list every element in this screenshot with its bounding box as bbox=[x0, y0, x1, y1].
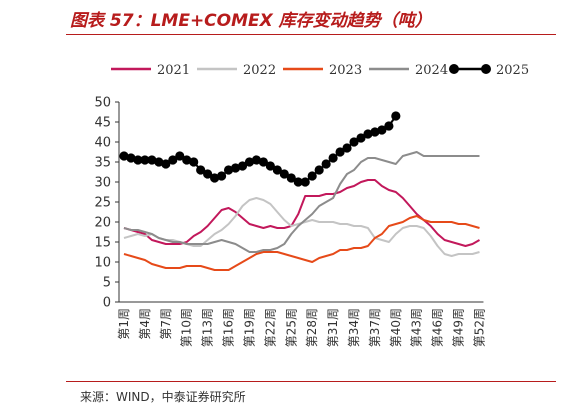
x-tick-label: 第37周 bbox=[368, 308, 382, 347]
y-tick-label: 5 bbox=[103, 276, 111, 291]
x-tick-label: 第52周 bbox=[472, 308, 486, 347]
series-point-2025 bbox=[377, 125, 387, 135]
line-chart: 2021 2022 2023 2024 2025 0510152025303540455… bbox=[94, 63, 529, 347]
series-point-2025 bbox=[342, 143, 352, 153]
series-point-2025 bbox=[328, 153, 338, 163]
series-point-2025 bbox=[168, 155, 178, 165]
series-point-2025 bbox=[391, 111, 401, 121]
legend-marker-2025 bbox=[481, 64, 491, 74]
series-point-2025 bbox=[335, 147, 345, 157]
series-point-2025 bbox=[133, 155, 143, 165]
legend: 2021 2022 2023 2024 2025 bbox=[111, 63, 529, 78]
series-line-2023 bbox=[123, 215, 480, 271]
series-point-2025 bbox=[140, 155, 150, 165]
y-tick-label: 0 bbox=[103, 296, 111, 311]
series-point-2025 bbox=[272, 165, 282, 175]
y-tick-label: 25 bbox=[94, 196, 111, 211]
y-tick-label: 20 bbox=[94, 216, 111, 231]
series-line-2024 bbox=[123, 151, 480, 253]
x-tick-label: 第4周 bbox=[138, 308, 152, 340]
legend-label-2022: 2022 bbox=[243, 63, 276, 78]
y-axis: 0 5 10 15 20 25 30 35 40 45 50 bbox=[94, 96, 120, 311]
legend-label-2025: 2025 bbox=[496, 63, 529, 78]
title-divider bbox=[66, 34, 556, 35]
series-point-2025 bbox=[119, 151, 129, 161]
x-tick-label: 第49周 bbox=[452, 308, 466, 347]
x-axis: 第1周 第4周 第7周 第10周 第13周 第16周 第19周 第22周 第25周 第28周 第31… bbox=[117, 301, 486, 347]
series-point-2025 bbox=[356, 133, 366, 143]
y-tick-label: 45 bbox=[94, 116, 111, 131]
series-point-2025 bbox=[293, 177, 303, 187]
series-point-2025 bbox=[251, 155, 262, 165]
source-note: 来源：WIND，中泰证券研究所 bbox=[80, 390, 246, 404]
y-tick-label: 10 bbox=[94, 256, 111, 271]
series-line-2025 bbox=[123, 115, 397, 183]
series-point-2025 bbox=[363, 129, 373, 139]
x-tick-label: 第28周 bbox=[305, 308, 319, 347]
series-point-2025 bbox=[182, 155, 192, 165]
series-point-2025 bbox=[203, 169, 213, 179]
series-point-2025 bbox=[210, 173, 220, 183]
source-divider bbox=[66, 381, 556, 382]
series-point-2025 bbox=[286, 173, 296, 183]
y-tick-label: 30 bbox=[94, 176, 111, 191]
series-point-2025 bbox=[349, 137, 359, 147]
series-point-2025 bbox=[216, 171, 227, 181]
x-tick-label: 第13周 bbox=[201, 308, 215, 347]
chart-title: 图表 57：LME+COMEX 库存变动趋势（吨） bbox=[70, 11, 432, 31]
series-point-2025 bbox=[161, 159, 171, 169]
legend-marker-2025 bbox=[449, 64, 459, 74]
series-point-2025 bbox=[189, 157, 199, 167]
series-point-2025 bbox=[265, 161, 275, 171]
y-tick-label: 40 bbox=[94, 136, 111, 151]
x-tick-label: 第40周 bbox=[389, 308, 403, 347]
series-point-2025 bbox=[384, 121, 394, 131]
series-point-2025 bbox=[321, 159, 331, 169]
series-line-2021 bbox=[123, 179, 480, 247]
x-tick-label: 第22周 bbox=[263, 308, 277, 347]
series-point-2025 bbox=[258, 157, 268, 167]
series-point-2025 bbox=[237, 161, 248, 171]
x-tick-label: 第31周 bbox=[326, 308, 340, 347]
series-point-2025 bbox=[154, 157, 164, 167]
series-point-2025 bbox=[223, 165, 234, 175]
legend-label-2021: 2021 bbox=[157, 63, 190, 78]
y-tick-label: 15 bbox=[94, 236, 111, 251]
series-point-2025 bbox=[244, 157, 255, 167]
x-tick-label: 第1周 bbox=[117, 308, 131, 340]
series-point-2025 bbox=[147, 155, 157, 165]
series-point-2025 bbox=[314, 165, 324, 175]
series-point-2025 bbox=[279, 169, 289, 179]
series-point-2025 bbox=[307, 171, 317, 181]
x-tick-label: 第25周 bbox=[284, 308, 298, 347]
x-tick-label: 第7周 bbox=[159, 308, 173, 340]
series-point-2025 bbox=[370, 127, 380, 137]
plot-area bbox=[119, 111, 480, 271]
series-point-2025 bbox=[196, 165, 206, 175]
y-tick-label: 35 bbox=[94, 156, 111, 171]
x-tick-label: 第10周 bbox=[180, 308, 194, 347]
series-point-2025 bbox=[126, 153, 136, 163]
series-point-2025 bbox=[300, 177, 310, 187]
legend-label-2024: 2024 bbox=[415, 63, 448, 78]
x-tick-label: 第34周 bbox=[347, 308, 361, 347]
x-tick-label: 第46周 bbox=[431, 308, 445, 347]
x-tick-label: 第16周 bbox=[222, 308, 236, 347]
y-tick-label: 50 bbox=[94, 96, 111, 111]
x-tick-label: 第19周 bbox=[242, 308, 256, 347]
legend-label-2023: 2023 bbox=[329, 63, 362, 78]
x-tick-label: 第43周 bbox=[410, 308, 424, 347]
series-point-2025 bbox=[175, 151, 185, 161]
series-point-2025 bbox=[230, 163, 241, 173]
